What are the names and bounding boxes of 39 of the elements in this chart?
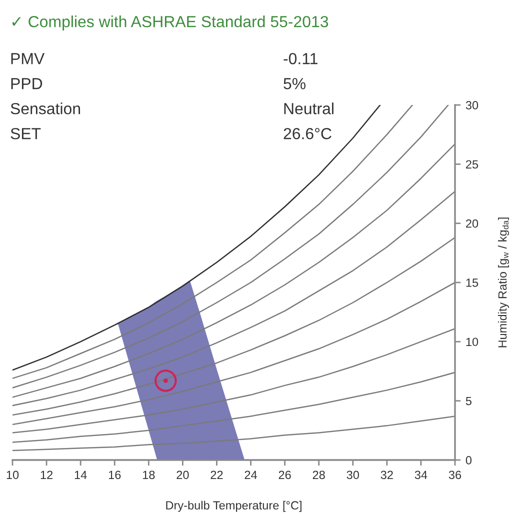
x-tick-label: 32 — [380, 470, 393, 480]
annotation: Neutral — [284, 102, 334, 114]
text: 5% — [284, 78, 306, 90]
annotation: SET — [10, 128, 41, 140]
line-series — [12, 190, 455, 406]
y-tick-label: 30 — [466, 101, 478, 110]
text: PMV — [11, 53, 45, 64]
x-axis-title: Dry-bulb Temperature [°C] — [166, 500, 302, 512]
y-tick-label: 15 — [466, 278, 478, 287]
x-tick-label: 26 — [278, 470, 291, 480]
x-tick-label: 36 — [448, 470, 462, 480]
y-axis-title: Humidity Ratio [g$_{w}$ / kg$_{da}$] — [498, 218, 509, 348]
x-tick-label: 14 — [74, 470, 87, 479]
x-tick-label: 34 — [414, 470, 428, 480]
x-tick-label: 10 — [6, 470, 19, 480]
x-tick-label: 18 — [142, 470, 155, 480]
line-series — [12, 416, 455, 452]
text: PPD — [11, 78, 42, 90]
x-tick-label: 28 — [312, 470, 325, 480]
x-tick-label: 22 — [210, 470, 223, 479]
text: -0.11 — [284, 52, 318, 64]
y-tick-label: 5 — [466, 396, 472, 406]
chart-title: ✓ Complies with ASHRAE Standard 55-2013 — [12, 16, 328, 30]
y-tick-label: 25 — [466, 160, 478, 169]
line-series — [12, 282, 455, 426]
x-tick-label: 12 — [40, 470, 53, 479]
y-tick-label: 0 — [466, 456, 472, 464]
line-series — [12, 328, 455, 434]
x-tick-label: 24 — [244, 470, 257, 479]
y-tick-label: 10 — [466, 338, 478, 346]
annotation: 26.6°C — [284, 128, 332, 140]
x-tick-label: 16 — [108, 470, 121, 480]
x-tick-label: 30 — [346, 470, 359, 480]
x-tick-label: 20 — [176, 470, 189, 480]
line-series — [12, 372, 455, 443]
annotation: Sensation — [10, 102, 80, 114]
y-tick-label: 20 — [466, 219, 478, 228]
line-series — [12, 236, 455, 416]
line-series — [12, 143, 455, 398]
